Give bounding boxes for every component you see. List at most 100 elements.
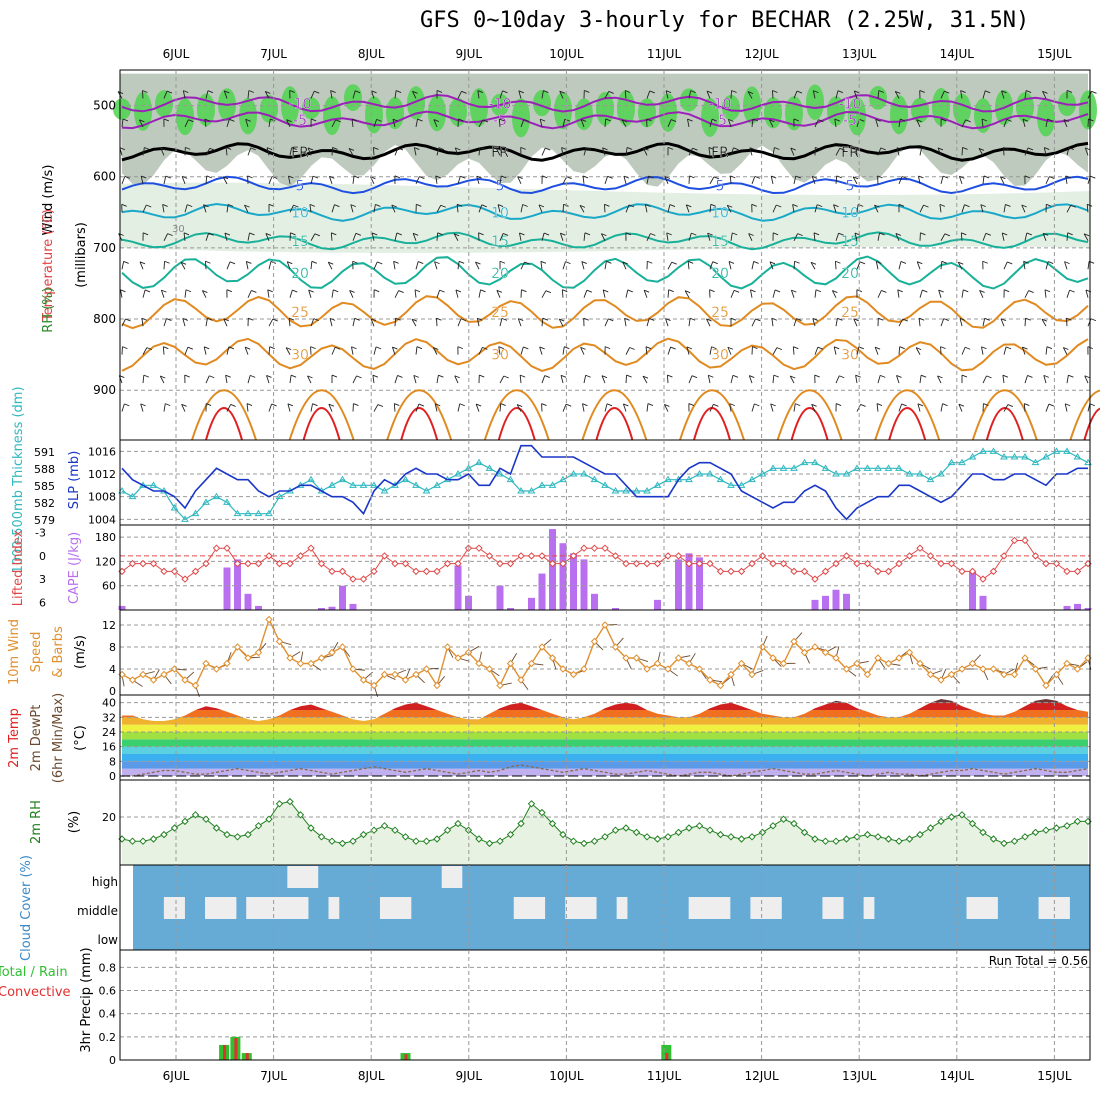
lifted-index-point — [769, 559, 777, 568]
wind-barb — [622, 403, 627, 412]
wind-speed-point — [359, 676, 368, 684]
isotherm-label: 5 — [716, 178, 725, 194]
wind-barb-flag — [209, 375, 215, 379]
lifted-index-point — [359, 575, 368, 583]
wind-barb-flag — [292, 289, 298, 293]
slp-axis-label: SLP (mb) — [67, 451, 82, 510]
wind-barb-flag — [895, 232, 902, 236]
wind-barb — [412, 233, 417, 241]
wind-barb-flag — [668, 289, 674, 293]
wind-barb-flag — [247, 175, 253, 179]
wind-barb-flag — [645, 204, 651, 207]
wind-barb — [184, 346, 189, 355]
wind-barb — [1066, 232, 1069, 241]
day-label-bottom: 8JUL — [358, 1069, 385, 1083]
wind-barb — [350, 204, 354, 213]
wind-barb-flag — [517, 176, 523, 180]
wind-barb-flag — [1090, 318, 1097, 322]
wind-barb — [520, 119, 525, 128]
wind-barb-flag — [225, 374, 231, 378]
cloud-middle-block — [379, 897, 391, 919]
cloud-middle-block — [1059, 897, 1070, 919]
wind-barb-flag — [144, 289, 151, 293]
wind-speed-point — [191, 681, 200, 690]
wind-barb — [940, 318, 945, 327]
wind-barb — [454, 147, 459, 156]
wind-barb-flag — [860, 403, 866, 407]
wind-speed-point — [559, 665, 567, 673]
wind-barb — [729, 403, 732, 412]
wind-barb-flag — [877, 175, 883, 179]
wind-barb — [1085, 289, 1089, 298]
rh-high-blob — [323, 96, 341, 136]
rh2m-point — [979, 828, 987, 837]
wind-barb-flag — [582, 403, 588, 407]
wind-barb — [896, 147, 900, 156]
wind-barb — [434, 261, 438, 270]
isotherm-label: -5 — [843, 113, 857, 129]
lifted-index-point — [422, 567, 431, 576]
wind-barb-flag — [582, 175, 589, 179]
wind-barb-flag — [749, 147, 755, 151]
wind-barb — [289, 147, 293, 156]
wind-barb — [457, 261, 460, 270]
wind-barb-flag — [880, 147, 886, 151]
lifted-index-point — [790, 567, 798, 576]
wind-barb — [307, 147, 312, 156]
rh2m-point — [286, 797, 294, 806]
thickness-point — [748, 475, 756, 483]
wind-barb-flag — [833, 204, 839, 208]
wind-barb — [121, 318, 126, 327]
wind-barb-flag — [753, 260, 759, 264]
thickness-point — [1021, 453, 1029, 460]
lifted-tick-label: 6 — [39, 596, 46, 609]
wind-barb-flag — [1000, 176, 1006, 180]
wind-barb — [373, 261, 378, 270]
wind-speed-point — [128, 676, 137, 684]
wind-barb-flag — [352, 260, 358, 264]
wind-barb — [498, 118, 501, 127]
wind-barb — [853, 90, 858, 99]
rh2m-point — [842, 835, 851, 843]
wind-barb — [919, 204, 924, 213]
rh2m-point — [601, 833, 609, 841]
wind-barb-flag — [518, 90, 524, 94]
wind-barb — [184, 204, 188, 213]
wind-speed-point — [275, 637, 284, 646]
wind-barb-flag — [961, 374, 968, 378]
rh2m-point — [139, 837, 147, 845]
wind-barb-flag — [1002, 374, 1009, 378]
rh2m-point — [538, 808, 546, 817]
wind-barb — [289, 204, 294, 213]
wind-barb — [434, 403, 438, 412]
wind-barb — [204, 261, 207, 270]
lifted-index-point — [275, 559, 284, 568]
wind-barb-flag — [393, 260, 399, 264]
cloud-middle-block — [987, 897, 998, 919]
rh2m-point — [947, 813, 956, 821]
wind-barb-flag — [878, 90, 885, 93]
wind-barb — [793, 175, 797, 184]
wind-barb-flag — [541, 403, 547, 406]
wind-barb-flag — [623, 175, 630, 179]
day-label-top: 10JUL — [549, 47, 584, 61]
wind-barb-flag — [579, 204, 586, 208]
wind-barb — [814, 204, 818, 213]
wind-barb — [771, 318, 774, 327]
wind-barb-flag — [580, 119, 587, 122]
wind-barb — [476, 318, 480, 327]
rh2m-point — [370, 826, 378, 834]
wind-barb — [475, 261, 480, 270]
wind-barb — [222, 176, 228, 185]
wind-barb-flag — [774, 289, 781, 293]
rh2m-point — [643, 833, 651, 841]
wind-barb-flag — [139, 119, 145, 123]
cape-bar — [822, 595, 829, 610]
wind-barb — [706, 90, 711, 99]
precip-total-bar — [661, 1044, 672, 1060]
pressure-tick-label: 800 — [93, 312, 116, 326]
wind-barb-flag — [183, 232, 190, 236]
wind-barb-flag — [123, 260, 129, 264]
wind-barb-flag — [880, 374, 886, 378]
